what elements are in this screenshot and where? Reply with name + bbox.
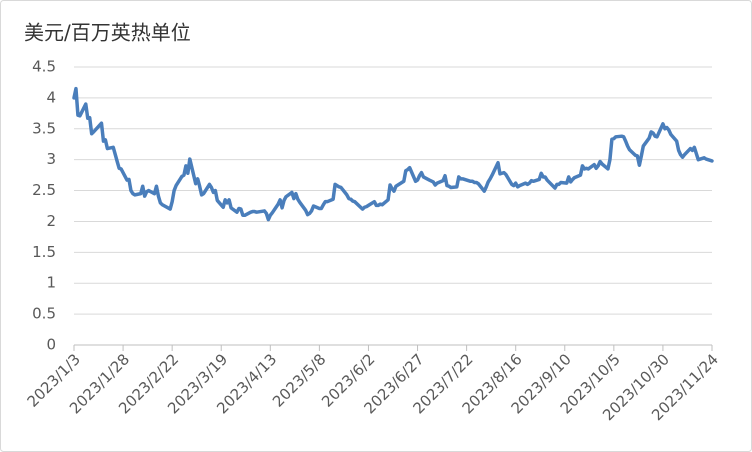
y-tick-label: 0.5 — [32, 305, 56, 323]
y-tick-label: 3.5 — [32, 119, 56, 137]
y-tick-label: 2 — [46, 212, 56, 230]
y-tick-label: 3 — [46, 150, 56, 168]
y-tick-label: 1 — [46, 274, 56, 292]
y-tick-label: 4.5 — [32, 58, 56, 76]
price-line — [72, 86, 714, 222]
y-tick-label: 2.5 — [32, 181, 56, 199]
chart-title: 美元/百万英热单位 — [24, 21, 191, 45]
y-tick-label: 1.5 — [32, 243, 56, 261]
y-tick-label: 0 — [46, 336, 56, 354]
y-tick-label: 4 — [46, 88, 56, 106]
